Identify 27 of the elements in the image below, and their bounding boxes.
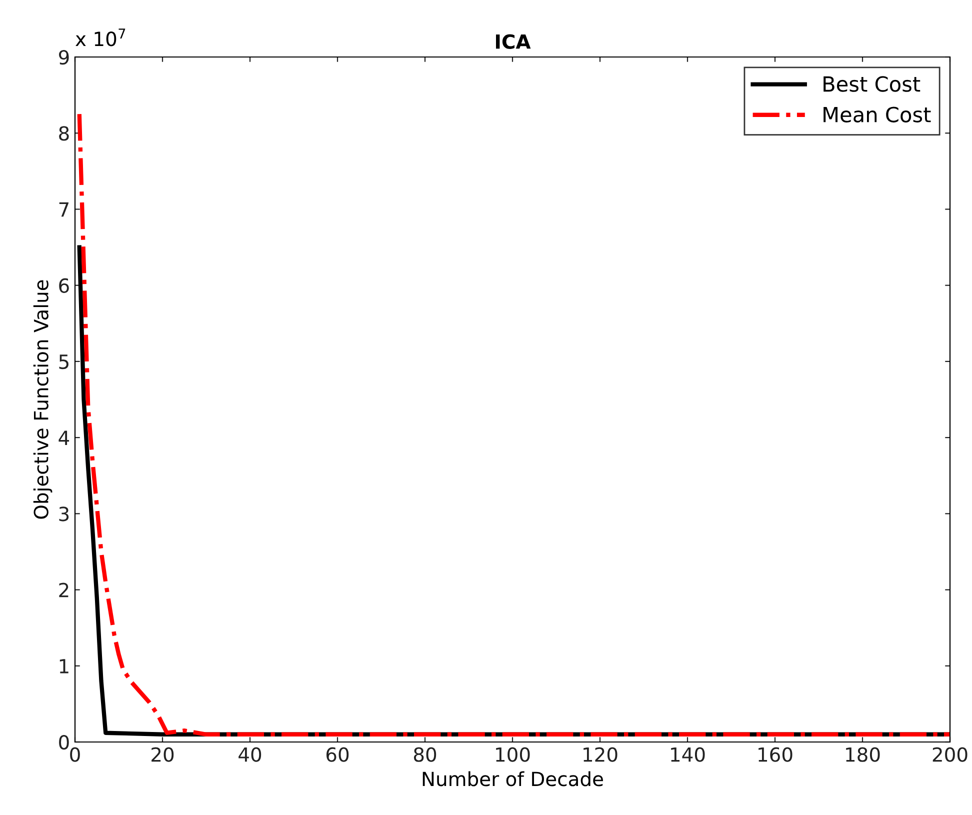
x-tick-label: 20: [152, 747, 174, 762]
y-tick-label: 4: [58, 430, 70, 445]
x-tick-label: 0: [70, 747, 80, 762]
legend-label: Best Cost: [824, 76, 920, 92]
y-axis-title: Objective Function Value: [33, 280, 52, 519]
x-tick-label: 80: [414, 747, 436, 762]
x-axis-title: Number of Decade: [422, 771, 603, 786]
y-tick-label: 8: [59, 126, 69, 141]
x-tick-label: 120: [584, 747, 618, 762]
y-tick-label: 5: [59, 354, 68, 370]
x-tick-label: 200: [932, 747, 968, 762]
x-tick-label: 180: [846, 747, 880, 762]
y-tick-label: 1: [60, 659, 68, 674]
y-tick-label: 6: [59, 278, 69, 293]
text: x 10$^{7}$: [76, 28, 126, 46]
y-tick-label: 9: [58, 50, 69, 65]
chart-title: ICA: [496, 34, 531, 49]
x-tick-label: 40: [238, 747, 262, 762]
x-tick-label: 60: [326, 747, 349, 762]
y-tick-label: 3: [59, 506, 69, 522]
y-tick-label: 7: [59, 202, 68, 217]
x-tick-label: 140: [671, 747, 705, 762]
y-tick-label: 2: [59, 582, 68, 598]
x-tick-label: 160: [758, 747, 792, 762]
legend-label: Mean Cost: [824, 106, 931, 122]
y-tick-label: 0: [59, 734, 69, 750]
x-tick-label: 100: [496, 747, 530, 762]
